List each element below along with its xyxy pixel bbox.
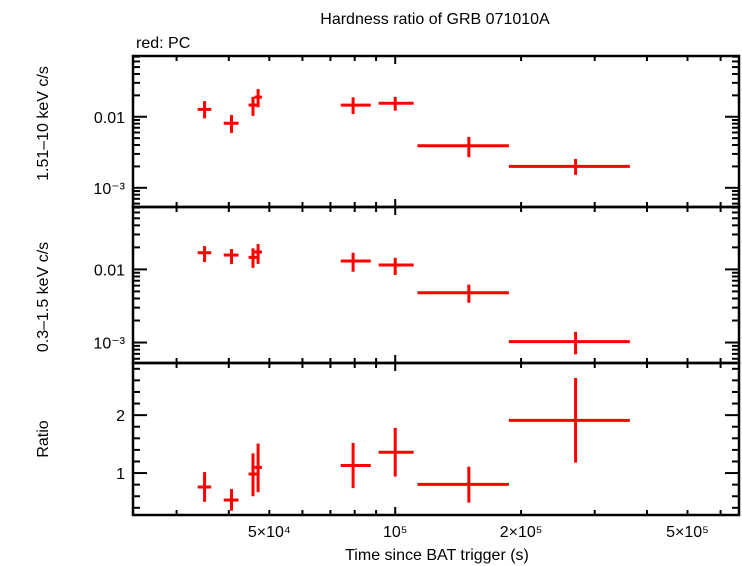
x-tick-label: 5×10⁴ [248,524,291,541]
chart-title: Hardness ratio of GRB 071010A [320,11,550,28]
x-tick-label: 10⁵ [383,524,407,541]
x-tick-label: 5×10⁵ [666,524,709,541]
y-tick-label: 10⁻³ [93,181,125,198]
panel-frame-0 [131,54,741,209]
y-tick-label: 0.01 [94,262,125,279]
chart-subtitle: red: PC [136,35,190,52]
y-tick-label: 1 [116,466,125,483]
panel-frame-2 [131,361,741,517]
y-tick-label: 10⁻³ [93,336,125,353]
y-axis-label-1: 0.3–1.5 keV c/s [35,242,52,352]
panel-frame-1 [131,205,741,365]
y-tick-label: 0.01 [94,110,125,127]
y-axis-label-0: 1.51–10 keV c/s [35,66,52,181]
x-axis-label: Time since BAT trigger (s) [345,547,529,564]
x-tick-label: 2×10⁵ [500,524,543,541]
y-tick-label: 2 [116,408,125,425]
y-axis-label-2: Ratio [35,420,52,457]
